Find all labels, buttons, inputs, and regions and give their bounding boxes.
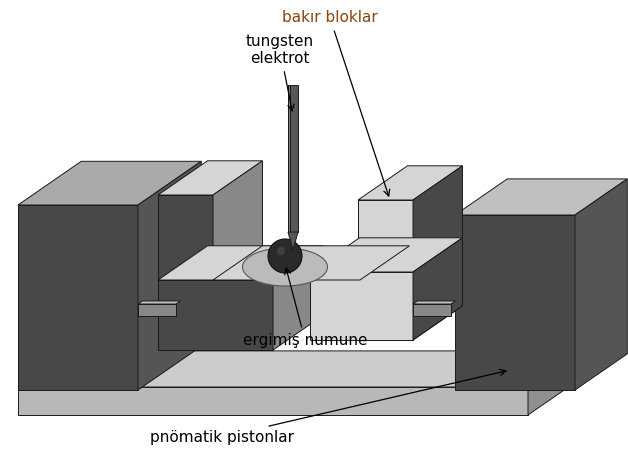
Polygon shape: [413, 166, 462, 340]
Text: tungsten
elektrot: tungsten elektrot: [246, 34, 314, 111]
Polygon shape: [138, 304, 176, 316]
Polygon shape: [310, 238, 462, 272]
Polygon shape: [310, 272, 413, 340]
Polygon shape: [528, 351, 580, 415]
Polygon shape: [413, 304, 451, 316]
Polygon shape: [213, 161, 263, 350]
Polygon shape: [358, 200, 413, 340]
Polygon shape: [158, 246, 323, 280]
Polygon shape: [138, 161, 201, 390]
Circle shape: [277, 247, 285, 255]
Polygon shape: [358, 166, 462, 200]
Polygon shape: [455, 215, 575, 390]
Polygon shape: [455, 179, 627, 215]
Polygon shape: [288, 85, 290, 232]
Polygon shape: [18, 387, 528, 415]
Polygon shape: [158, 161, 263, 195]
Polygon shape: [138, 301, 180, 304]
Polygon shape: [413, 238, 462, 340]
Polygon shape: [575, 179, 627, 390]
Polygon shape: [18, 161, 201, 205]
Polygon shape: [213, 246, 409, 280]
Polygon shape: [288, 232, 298, 250]
Polygon shape: [158, 195, 213, 350]
Text: ergimiş numune: ergimiş numune: [243, 268, 367, 347]
Ellipse shape: [242, 248, 327, 286]
Polygon shape: [18, 205, 138, 390]
Polygon shape: [158, 280, 273, 350]
Polygon shape: [273, 246, 323, 350]
Circle shape: [268, 239, 302, 273]
Polygon shape: [18, 351, 580, 387]
Text: bakır bloklar: bakır bloklar: [282, 11, 390, 196]
Polygon shape: [413, 301, 455, 304]
Text: pnömatik pistonlar: pnömatik pistonlar: [150, 369, 506, 445]
Polygon shape: [288, 85, 298, 232]
